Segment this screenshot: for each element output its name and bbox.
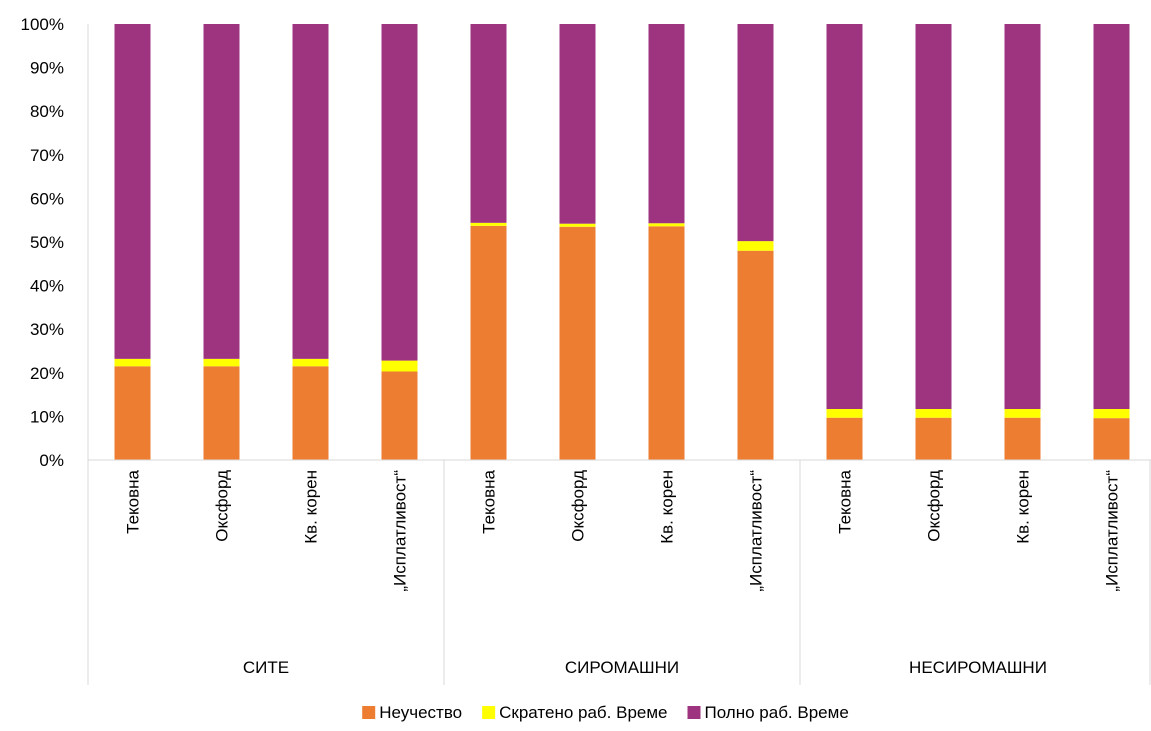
bar-segment bbox=[1004, 408, 1041, 418]
bar-segment bbox=[648, 223, 685, 227]
bar-segment bbox=[915, 24, 952, 409]
bar-segment bbox=[381, 24, 418, 361]
legend-swatch bbox=[482, 706, 496, 719]
x-tick-label: Тековна bbox=[836, 469, 855, 533]
legend-label: Полно раб. Време bbox=[705, 703, 849, 722]
bar-segment bbox=[915, 417, 952, 460]
bar-segment bbox=[559, 24, 596, 224]
x-tick-label: Тековна bbox=[480, 469, 499, 533]
bar-segment bbox=[826, 417, 863, 460]
group-label: СИТЕ bbox=[243, 658, 289, 677]
bar-segment bbox=[114, 366, 151, 460]
legend-swatch bbox=[687, 706, 701, 719]
bar-segment bbox=[737, 250, 774, 460]
y-tick-label: 70% bbox=[30, 146, 64, 165]
bars bbox=[114, 24, 1130, 460]
legend-label: Скратено раб. Време bbox=[499, 703, 667, 722]
y-tick-label: 90% bbox=[30, 59, 64, 78]
x-tick-label: Тековна bbox=[124, 469, 143, 533]
x-axis: Тековна Оксфорд Кв. корен „Исплатливост“ Тек… bbox=[87, 459, 1151, 685]
x-tick-label: Оксфорд bbox=[925, 470, 944, 542]
bar-segment bbox=[470, 222, 507, 226]
bar-segment bbox=[559, 223, 596, 227]
x-tick-label: Кв. корен bbox=[302, 470, 321, 544]
x-tick-label: „Исплатливост“ bbox=[1103, 470, 1122, 592]
y-tick-label: 40% bbox=[30, 277, 64, 296]
bar-segment bbox=[826, 408, 863, 418]
group-label: СИРОМАШНИ bbox=[565, 658, 679, 677]
bar-segment bbox=[648, 226, 685, 460]
bar-segment bbox=[648, 24, 685, 224]
bar-segment bbox=[203, 366, 240, 460]
bar-segment bbox=[737, 241, 774, 251]
bar-segment bbox=[737, 24, 774, 242]
legend-swatch bbox=[362, 706, 376, 719]
y-tick-label: 50% bbox=[30, 233, 64, 252]
bar-segment bbox=[114, 24, 151, 359]
y-tick-label: 0% bbox=[39, 451, 64, 470]
y-tick-label: 20% bbox=[30, 364, 64, 383]
x-tick-label: „Исплатливост“ bbox=[747, 470, 766, 592]
bar-segment bbox=[381, 360, 418, 372]
bar-segment bbox=[203, 358, 240, 367]
y-tick-label: 80% bbox=[30, 102, 64, 121]
x-tick-label: Оксфорд bbox=[213, 470, 232, 542]
legend-label: Неучество bbox=[379, 703, 462, 722]
bar-segment bbox=[1093, 408, 1130, 419]
bar-segment bbox=[292, 366, 329, 460]
bar-segment bbox=[559, 226, 596, 460]
y-axis: 0% 10% 20% 30% 40% 50% 60% 70% 80% 90% 100% bbox=[21, 15, 89, 470]
bar-segment bbox=[1093, 418, 1130, 460]
bar-segment bbox=[915, 408, 952, 418]
x-tick-label: „Исплатливост“ bbox=[391, 470, 410, 592]
bar-segment bbox=[1004, 24, 1041, 409]
bar-segment bbox=[1093, 24, 1130, 409]
group-label: НЕСИРОМАШНИ bbox=[909, 658, 1047, 677]
bar-segment bbox=[1004, 417, 1041, 460]
bar-segment bbox=[203, 24, 240, 359]
bar-segment bbox=[381, 371, 418, 460]
bar-segment bbox=[470, 24, 507, 223]
bar-segment bbox=[292, 358, 329, 367]
y-tick-label: 100% bbox=[21, 15, 64, 34]
x-tick-label: Кв. корен bbox=[1014, 470, 1033, 544]
x-tick-label: Оксфорд bbox=[569, 470, 588, 542]
y-tick-label: 10% bbox=[30, 407, 64, 426]
bar-segment bbox=[470, 225, 507, 460]
bar-segment bbox=[826, 24, 863, 409]
bar-segment bbox=[114, 358, 151, 367]
y-tick-label: 60% bbox=[30, 189, 64, 208]
bar-segment bbox=[292, 24, 329, 359]
y-tick-label: 30% bbox=[30, 320, 64, 339]
legend: Неучество Скратено раб. Време Полно раб. В… bbox=[362, 703, 849, 722]
x-tick-label: Кв. корен bbox=[658, 470, 677, 544]
